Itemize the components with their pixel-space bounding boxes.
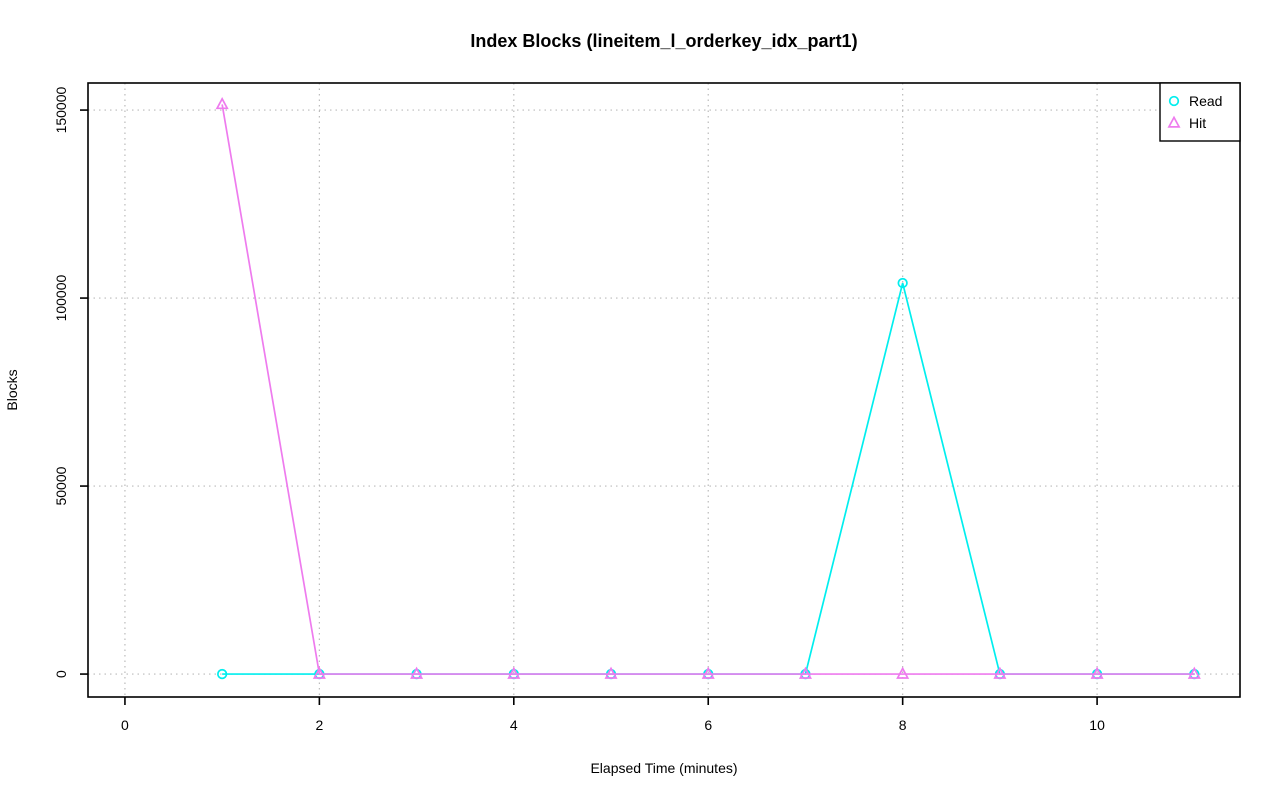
- legend-marker-hit-icon: [1167, 115, 1181, 128]
- x-axis-label: Elapsed Time (minutes): [590, 760, 737, 776]
- x-tick-label: 2: [315, 717, 323, 733]
- legend-box: [1159, 82, 1241, 142]
- data-point-marker-read: [217, 668, 228, 680]
- data-point-marker-hit: [507, 666, 521, 679]
- series-layer: [215, 97, 1201, 680]
- legend: Read Hit: [1159, 82, 1241, 142]
- x-tick-label: 10: [1089, 717, 1105, 733]
- y-tick-label: 100000: [53, 274, 69, 321]
- axes-layer: 0 2 4 6 8 10 0 50000 100000 150000: [53, 82, 1241, 733]
- data-point-marker-hit: [604, 666, 618, 679]
- data-point-marker-hit: [896, 666, 910, 679]
- legend-label-hit: Hit: [1189, 115, 1206, 131]
- data-point-marker-hit: [410, 666, 424, 679]
- series-line-hit: [221, 104, 1195, 675]
- grid-layer: [88, 83, 1240, 697]
- data-point-marker-hit: [1187, 666, 1201, 679]
- data-point-marker-read: [897, 277, 908, 289]
- data-point-marker-hit: [701, 666, 715, 679]
- data-point-marker-hit: [312, 666, 326, 679]
- chart-title: Index Blocks (lineitem_l_orderkey_idx_pa…: [470, 31, 857, 51]
- data-point-marker-hit: [215, 97, 229, 110]
- y-tick-label: 50000: [53, 466, 69, 505]
- y-axis-label: Blocks: [4, 369, 20, 410]
- x-tick-label: 6: [704, 717, 712, 733]
- x-tick-label: 4: [510, 717, 518, 733]
- legend-marker-read-icon: [1168, 95, 1180, 107]
- x-tick-label: 8: [899, 717, 907, 733]
- y-tick-label: 150000: [53, 87, 69, 134]
- x-tick-label: 0: [121, 717, 129, 733]
- legend-label-read: Read: [1189, 93, 1222, 109]
- plot-border: [87, 82, 1241, 698]
- y-tick-label: 0: [53, 670, 69, 678]
- data-point-marker-hit: [993, 666, 1007, 679]
- data-point-marker-hit: [798, 666, 812, 679]
- data-point-marker-hit: [1090, 666, 1104, 679]
